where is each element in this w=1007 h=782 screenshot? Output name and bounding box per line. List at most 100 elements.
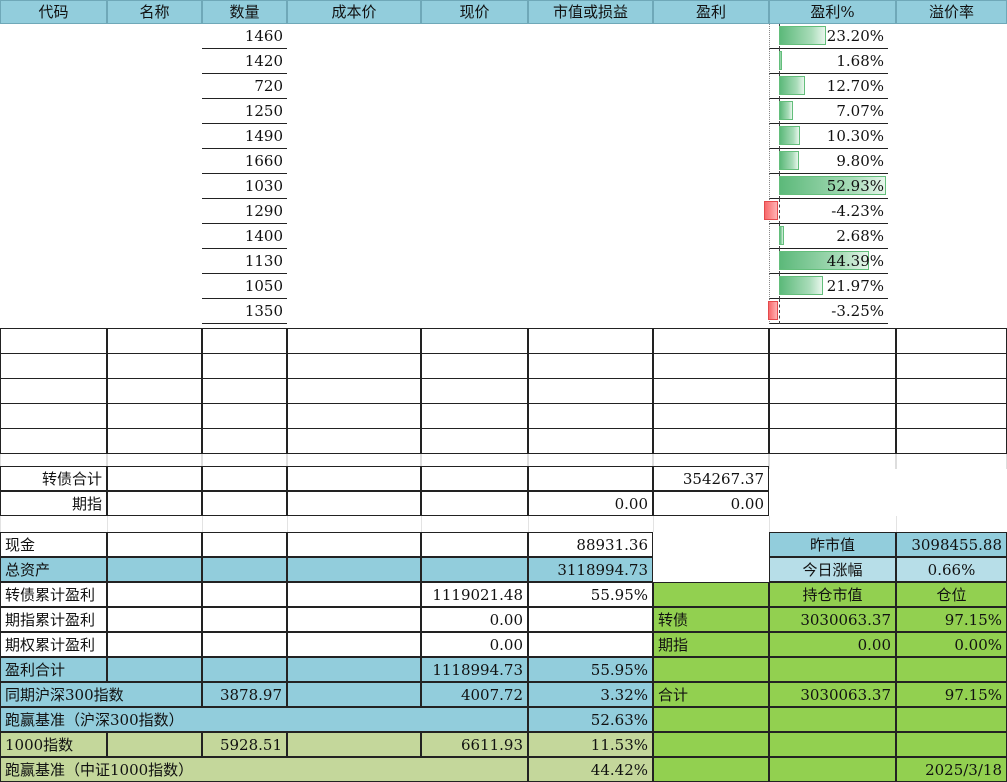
sum-position-label[interactable]: 合计 <box>653 682 769 707</box>
empty-cell[interactable] <box>653 454 769 469</box>
profit-total-pct[interactable]: 55.95% <box>528 657 653 682</box>
empty-cell[interactable] <box>0 454 107 469</box>
sum-position-mv[interactable]: 3030063.37 <box>769 682 896 707</box>
empty-cell[interactable] <box>287 378 421 404</box>
empty-cell[interactable] <box>769 428 896 454</box>
empty-cell[interactable] <box>528 353 653 379</box>
col-code-header[interactable]: 代码 <box>0 0 107 24</box>
empty-cell[interactable] <box>107 732 202 757</box>
empty-cell[interactable] <box>769 353 896 379</box>
empty-cell[interactable] <box>202 454 287 469</box>
empty-cell[interactable] <box>653 516 769 532</box>
empty-cell[interactable] <box>653 428 769 454</box>
futures-position-pct[interactable]: 0.00% <box>896 632 1007 657</box>
cb-position-mv[interactable]: 3030063.37 <box>769 607 896 632</box>
futures-label[interactable]: 期指 <box>0 491 107 516</box>
empty-cell[interactable] <box>287 403 421 429</box>
profit-pct-cell[interactable]: -4.23% <box>764 199 888 224</box>
total-assets-label[interactable]: 总资产 <box>0 557 107 582</box>
cb-position-label[interactable]: 转债 <box>653 607 769 632</box>
empty-cell[interactable] <box>202 491 287 516</box>
qty-cell[interactable]: 1130 <box>202 249 287 274</box>
profit-pct-cell[interactable]: 44.39% <box>769 249 888 274</box>
futures-position-mv[interactable]: 0.00 <box>769 632 896 657</box>
empty-cell[interactable] <box>107 516 202 532</box>
qty-cell[interactable]: 1660 <box>202 149 287 174</box>
profit-pct-cell[interactable]: 2.68% <box>769 224 888 249</box>
empty-cell[interactable] <box>107 491 202 516</box>
futures-cum-profit-value[interactable]: 0.00 <box>421 607 528 632</box>
col-name-header[interactable]: 名称 <box>107 0 202 24</box>
empty-cell[interactable] <box>107 428 202 454</box>
col-profit-pct-header[interactable]: 盈利% <box>769 0 896 24</box>
empty-cell[interactable] <box>528 516 653 532</box>
cb-position-pct[interactable]: 97.15% <box>896 607 1007 632</box>
empty-cell[interactable] <box>653 732 769 757</box>
empty-cell[interactable] <box>202 632 287 657</box>
empty-cell[interactable] <box>896 657 1007 682</box>
empty-cell[interactable] <box>896 378 1007 404</box>
report-date[interactable]: 2025/3/18 <box>896 757 1007 782</box>
profit-pct-cell[interactable]: -3.25% <box>767 299 888 324</box>
empty-cell[interactable] <box>421 403 528 429</box>
empty-cell[interactable] <box>769 454 896 469</box>
empty-cell[interactable] <box>287 491 421 516</box>
empty-cell[interactable] <box>202 328 287 354</box>
empty-cell[interactable] <box>202 428 287 454</box>
empty-cell[interactable] <box>107 632 202 657</box>
empty-cell[interactable] <box>287 428 421 454</box>
empty-cell[interactable] <box>421 378 528 404</box>
empty-cell[interactable] <box>769 757 896 782</box>
empty-cell[interactable] <box>653 557 769 582</box>
empty-cell[interactable] <box>528 403 653 429</box>
hs300-current[interactable]: 4007.72 <box>421 682 528 707</box>
empty-cell[interactable] <box>769 516 896 532</box>
empty-cell[interactable] <box>653 582 769 607</box>
empty-cell[interactable] <box>896 732 1007 757</box>
cb-total-label[interactable]: 转债合计 <box>0 466 107 491</box>
empty-cell[interactable] <box>528 454 653 469</box>
qty-cell[interactable]: 1250 <box>202 99 287 124</box>
futures-cum-profit-label[interactable]: 期指累计盈利 <box>0 607 107 632</box>
options-cum-profit-label[interactable]: 期权累计盈利 <box>0 632 107 657</box>
position-mv-header[interactable]: 持仓市值 <box>769 582 896 607</box>
options-cum-profit-value[interactable]: 0.00 <box>421 632 528 657</box>
empty-cell[interactable] <box>421 428 528 454</box>
empty-cell[interactable] <box>107 328 202 354</box>
empty-cell[interactable] <box>421 328 528 354</box>
empty-cell[interactable] <box>528 632 653 657</box>
empty-cell[interactable] <box>202 466 287 491</box>
csi1000-label[interactable]: 1000指数 <box>0 732 107 757</box>
qty-cell[interactable]: 1490 <box>202 124 287 149</box>
empty-cell[interactable] <box>0 353 107 379</box>
empty-cell[interactable] <box>202 403 287 429</box>
qty-cell[interactable]: 1400 <box>202 224 287 249</box>
futures-value[interactable]: 0.00 <box>528 491 653 516</box>
empty-cell[interactable] <box>421 491 528 516</box>
empty-cell[interactable] <box>287 632 421 657</box>
empty-cell[interactable] <box>107 454 202 469</box>
empty-cell[interactable] <box>202 657 287 682</box>
empty-cell[interactable] <box>107 378 202 404</box>
cash-label[interactable]: 现金 <box>0 532 107 557</box>
csi1000-start[interactable]: 5928.51 <box>202 732 287 757</box>
sum-position-pct[interactable]: 97.15% <box>896 682 1007 707</box>
empty-cell[interactable] <box>421 532 528 557</box>
col-mv-header[interactable]: 市值或损益 <box>528 0 653 24</box>
empty-cell[interactable] <box>528 378 653 404</box>
col-price-header[interactable]: 现价 <box>421 0 528 24</box>
empty-cell[interactable] <box>421 557 528 582</box>
empty-cell[interactable] <box>653 657 769 682</box>
empty-cell[interactable] <box>202 582 287 607</box>
empty-cell[interactable] <box>653 353 769 379</box>
empty-cell[interactable] <box>0 328 107 354</box>
empty-cell[interactable] <box>287 582 421 607</box>
empty-cell[interactable] <box>0 428 107 454</box>
empty-cell[interactable] <box>287 353 421 379</box>
futures-profit[interactable]: 0.00 <box>653 491 769 516</box>
empty-cell[interactable] <box>287 557 421 582</box>
cb-cum-profit-pct[interactable]: 55.95% <box>528 582 653 607</box>
empty-cell[interactable] <box>896 454 1007 469</box>
empty-cell[interactable] <box>202 557 287 582</box>
empty-cell[interactable] <box>769 378 896 404</box>
